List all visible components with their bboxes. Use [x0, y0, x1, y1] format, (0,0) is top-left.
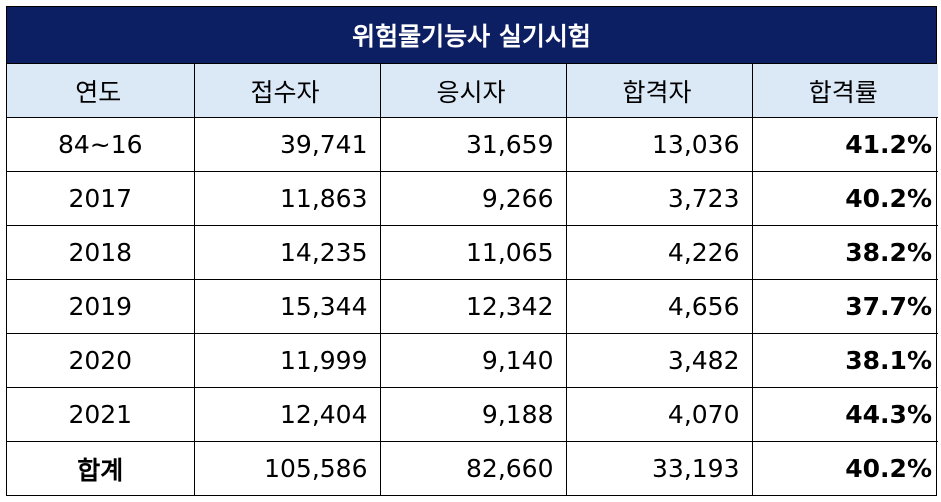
cell-applicants: 14,235	[194, 225, 381, 280]
cell-applicants: 15,344	[194, 279, 381, 334]
table-row: 2017 11,863 9,266 3,723 40.2%	[7, 171, 938, 226]
cell-year: 2018	[7, 225, 195, 280]
cell-total-passers: 33,193	[566, 441, 753, 495]
cell-passers: 4,656	[566, 279, 753, 334]
cell-year: 2021	[7, 387, 195, 442]
table-row: 2021 12,404 9,188 4,070 44.3%	[7, 387, 938, 442]
cell-pass-rate: 38.2%	[752, 225, 938, 280]
cell-applicants: 11,999	[194, 333, 381, 388]
cell-pass-rate: 38.1%	[752, 333, 938, 388]
total-row: 합계 105,586 82,660 33,193 40.2%	[7, 441, 938, 495]
cell-applicants: 39,741	[194, 117, 381, 172]
cell-total-applicants: 105,586	[194, 441, 381, 495]
cell-examinees: 11,065	[380, 225, 567, 280]
header-passers: 합격자	[566, 64, 753, 118]
header-applicants: 접수자	[194, 64, 381, 118]
cell-year: 2020	[7, 333, 195, 388]
header-examinees: 응시자	[380, 64, 567, 118]
header-pass-rate: 합격률	[752, 64, 938, 118]
cell-examinees: 31,659	[380, 117, 567, 172]
header-row: 연도 접수자 응시자 합격자 합격률	[7, 64, 938, 118]
cell-examinees: 9,140	[380, 333, 567, 388]
cell-year: 2019	[7, 279, 195, 334]
cell-year: 84~16	[7, 117, 195, 172]
cell-passers: 13,036	[566, 117, 753, 172]
table-row: 2020 11,999 9,140 3,482 38.1%	[7, 333, 938, 388]
table-row: 84~16 39,741 31,659 13,036 41.2%	[7, 117, 938, 172]
cell-pass-rate: 41.2%	[752, 117, 938, 172]
table-title: 위험물기능사 실기시험	[7, 7, 936, 64]
exam-stats-table-container: 위험물기능사 실기시험 연도 접수자 응시자 합격자 합격률 84~16 39,…	[6, 6, 938, 496]
cell-pass-rate: 37.7%	[752, 279, 938, 334]
cell-passers: 3,723	[566, 171, 753, 226]
cell-total-examinees: 82,660	[380, 441, 567, 495]
table-row: 2018 14,235 11,065 4,226 38.2%	[7, 225, 938, 280]
cell-total-pass-rate: 40.2%	[845, 454, 932, 483]
cell-pass-rate: 44.3%	[752, 387, 938, 442]
cell-passers: 4,070	[566, 387, 753, 442]
cell-applicants: 11,863	[194, 171, 381, 226]
header-year: 연도	[7, 64, 195, 118]
cell-examinees: 12,342	[380, 279, 567, 334]
cell-applicants: 12,404	[194, 387, 381, 442]
cell-passers: 3,482	[566, 333, 753, 388]
exam-stats-table: 연도 접수자 응시자 합격자 합격률 84~16 39,741 31,659 1…	[7, 64, 938, 495]
cell-examinees: 9,266	[380, 171, 567, 226]
cell-passers: 4,226	[566, 225, 753, 280]
cell-examinees: 9,188	[380, 387, 567, 442]
cell-total-label: 합계	[7, 441, 195, 495]
cell-year: 2017	[7, 171, 195, 226]
cell-pass-rate: 40.2%	[752, 171, 938, 226]
table-row: 2019 15,344 12,342 4,656 37.7%	[7, 279, 938, 334]
